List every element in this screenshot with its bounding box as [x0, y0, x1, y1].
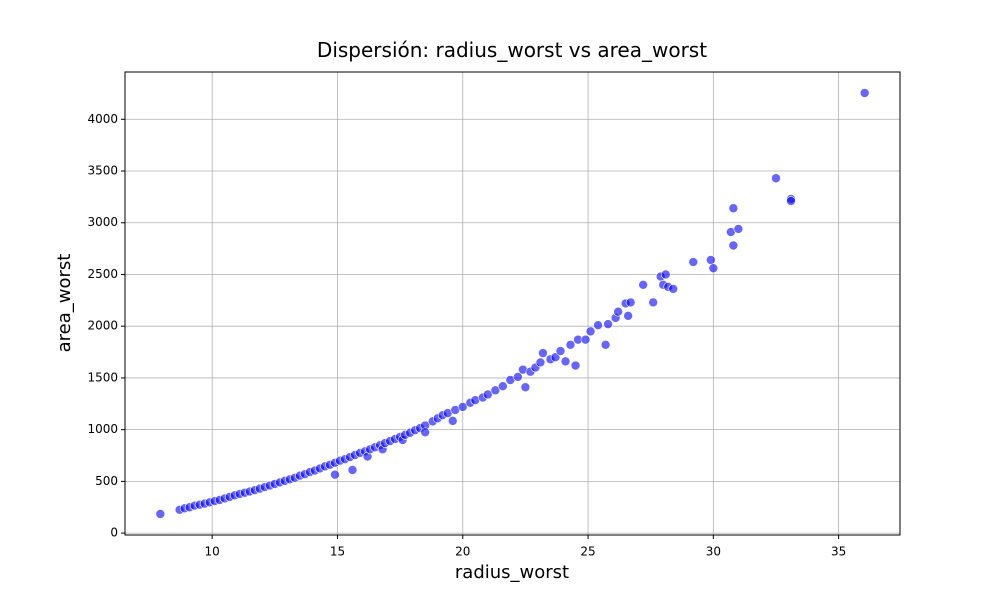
y-tick-label: 2500	[87, 267, 118, 281]
point	[623, 311, 633, 321]
point	[483, 389, 493, 400]
x-tick-label: 25	[580, 545, 595, 559]
points	[155, 88, 870, 519]
x-axis-label: radius_worst	[455, 562, 569, 583]
y-tick-label: 0	[110, 526, 118, 540]
x-tick-label: 35	[831, 545, 846, 559]
y-axis-label: area_worst	[54, 254, 75, 353]
point	[706, 255, 716, 265]
y-tick-label: 500	[95, 474, 118, 488]
point	[457, 402, 468, 412]
point	[638, 280, 648, 290]
x-tick-label: 10	[205, 545, 220, 559]
point	[668, 284, 679, 294]
y-tick-label: 1500	[87, 370, 118, 384]
point	[347, 465, 358, 475]
y-tick-label: 4000	[87, 112, 118, 126]
point	[498, 381, 508, 392]
point	[733, 224, 744, 234]
y-tick-label: 2000	[87, 319, 118, 333]
point	[593, 320, 603, 330]
grid	[125, 72, 900, 535]
x-tick-label: 30	[706, 545, 721, 559]
point	[600, 340, 611, 350]
point	[708, 263, 719, 274]
point	[550, 352, 561, 363]
point	[447, 416, 458, 426]
plot-frame	[124, 71, 901, 536]
point	[535, 357, 546, 368]
point	[728, 240, 739, 251]
point	[155, 509, 166, 519]
point	[625, 297, 636, 308]
point	[565, 340, 576, 350]
point	[688, 257, 699, 267]
y-tick-label: 3000	[87, 215, 118, 229]
point	[538, 348, 548, 358]
point	[570, 360, 581, 371]
chart-title: Dispersión: radius_worst vs area_worst	[317, 38, 707, 62]
point	[420, 427, 430, 438]
point	[560, 356, 571, 367]
y-tick-label: 1000	[87, 422, 118, 436]
point	[555, 346, 566, 356]
point	[513, 372, 523, 382]
point	[603, 319, 613, 329]
point	[786, 196, 796, 206]
point	[859, 88, 870, 98]
x-tick-label: 20	[455, 545, 470, 559]
point	[648, 297, 658, 308]
point	[660, 269, 671, 280]
point	[580, 334, 591, 345]
point	[520, 382, 531, 393]
point	[728, 203, 739, 214]
y-tick-label: 3500	[87, 164, 118, 178]
x-tick-label: 15	[330, 545, 345, 559]
point	[613, 306, 623, 317]
point	[490, 385, 501, 396]
point	[771, 173, 781, 184]
point	[330, 469, 340, 480]
point	[585, 326, 596, 337]
